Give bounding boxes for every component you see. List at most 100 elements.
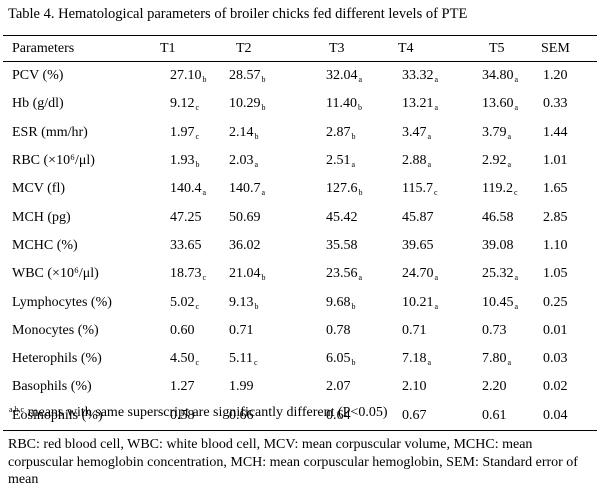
treatment-cell: 2.88a: [377, 147, 465, 175]
significance-superscript: c: [195, 103, 200, 113]
column-header: T4: [377, 35, 465, 62]
significance-superscript: c: [195, 131, 200, 141]
treatment-cell: 11.40b: [301, 90, 377, 118]
significance-superscript: a: [254, 160, 259, 170]
significance-superscript: a: [514, 301, 519, 311]
significance-superscript: b: [254, 131, 259, 141]
significance-superscript: a: [434, 103, 439, 113]
significance-superscript: a: [507, 160, 512, 170]
cell-value: 2.92: [482, 153, 507, 169]
cell-value: 10.45: [482, 294, 514, 310]
abbreviations-note: RBC: red blood cell, WBC: white blood ce…: [8, 437, 578, 487]
cell-value: 140.7: [229, 181, 261, 197]
parameter-label: Basophils (%): [12, 379, 92, 395]
table-row: MCH (pg) 47.25 50.69 45.42 45.87 46.58 2.85: [3, 203, 597, 231]
cell-value: 18.73: [170, 266, 202, 282]
cell-value: 6.05: [326, 351, 351, 367]
significance-superscript: c: [202, 273, 207, 283]
treatment-cell: 10.29b: [218, 90, 301, 118]
cell-value: 13.60: [482, 96, 514, 112]
treatment-cell: 7.18a: [377, 345, 465, 373]
cell-value: 1.10: [543, 237, 568, 253]
sem-cell: 0.33: [533, 90, 597, 118]
column-header: Parameters: [3, 35, 143, 62]
treatment-cell: 0.64: [301, 401, 377, 431]
footnote-superscript: a,b,c: [9, 405, 25, 414]
significance-superscript: a: [358, 273, 363, 283]
cell-value: 0.64: [326, 407, 351, 423]
table-row: RBC (×10⁶/μl) 1.93b 2.03a 2.51a 2.88a 2.92a 1.…: [3, 147, 597, 175]
parameter-label: MCHC (%): [12, 237, 78, 253]
significance-superscript: b: [358, 188, 363, 198]
significance-superscript: b: [202, 75, 207, 85]
treatment-cell: 21.04b: [218, 260, 301, 288]
cell-value: 5.02: [170, 294, 195, 310]
significance-superscript: b: [351, 301, 356, 311]
sem-cell: 1.05: [533, 260, 597, 288]
sem-cell: 1.44: [533, 119, 597, 147]
cell-value: 3.47: [402, 124, 427, 140]
column-header: SEM: [533, 35, 597, 62]
treatment-cell: 32.04a: [301, 62, 377, 91]
significance-superscript: a: [434, 273, 439, 283]
cell-value: 2.88: [402, 153, 427, 169]
treatment-cell: 2.03a: [218, 147, 301, 175]
cell-value: 1.20: [543, 68, 568, 84]
treatment-cell: 9.12c: [143, 90, 218, 118]
cell-value: 28.57: [229, 68, 261, 84]
treatment-cell: 39.65: [377, 232, 465, 260]
cell-value: 0.78: [326, 322, 351, 338]
cell-value: 1.97: [170, 124, 195, 140]
treatment-cell: 140.4a: [143, 175, 218, 203]
cell-value: 46.58: [482, 209, 514, 225]
cell-value: 0.71: [229, 322, 254, 338]
treatment-cell: 0.78: [301, 317, 377, 345]
treatment-cell: 39.08: [465, 232, 533, 260]
cell-value: 39.08: [482, 237, 514, 253]
treatment-cell: 140.7a: [218, 175, 301, 203]
sem-cell: 1.10: [533, 232, 597, 260]
hematology-table: Parameters T1 T2 T3 T4 T5 SEM PCV (%) 27.…: [3, 35, 597, 431]
treatment-cell: 2.20: [465, 373, 533, 401]
cell-value: 0.25: [543, 294, 568, 310]
significance-superscript: b: [261, 103, 266, 113]
cell-value: 0.58: [170, 407, 195, 423]
cell-value: 0.01: [543, 322, 568, 338]
parameter-label: PCV (%): [12, 68, 64, 84]
cell-value: 0.03: [543, 351, 568, 367]
treatment-cell: 2.51a: [301, 147, 377, 175]
treatment-cell: 3.79a: [465, 119, 533, 147]
parameter-label: RBC (×10⁶/μl): [12, 153, 95, 169]
cell-value: 4.50: [170, 351, 195, 367]
sem-cell: 0.03: [533, 345, 597, 373]
table-row: MCHC (%) 33.65 36.02 35.58 39.65 39.08 1.10: [3, 232, 597, 260]
cell-value: 21.04: [229, 266, 261, 282]
cell-value: 1.01: [543, 153, 568, 169]
footnote-text: means with same superscript are signific…: [24, 405, 388, 420]
significance-superscript: a: [427, 160, 432, 170]
significance-superscript: c: [253, 358, 258, 368]
sem-cell: 1.01: [533, 147, 597, 175]
cell-value: 2.85: [543, 209, 568, 225]
cell-value: 33.32: [402, 68, 434, 84]
cell-value: 140.4: [170, 181, 202, 197]
cell-value: 0.04: [543, 407, 568, 423]
significance-superscript: c: [433, 188, 438, 198]
column-header: T2: [218, 35, 301, 62]
treatment-cell: 1.99: [218, 373, 301, 401]
significance-superscript: c: [195, 358, 200, 368]
treatment-cell: 2.92a: [465, 147, 533, 175]
treatment-cell: 24.70a: [377, 260, 465, 288]
treatment-cell: 10.45a: [465, 288, 533, 316]
significance-superscript: b: [261, 273, 266, 283]
cell-value: 36.02: [229, 237, 261, 253]
significance-superscript: a: [427, 358, 432, 368]
table-row: Eosinophils (%) 0.58 0.66 0.64 0.67 0.61 0.04: [3, 401, 597, 431]
table-row: Heterophils (%) 4.50c 5.11c 6.05b 7.18a 7.80a…: [3, 345, 597, 373]
cell-value: 25.32: [482, 266, 514, 282]
treatment-cell: 27.10b: [143, 62, 218, 91]
cell-value: 45.87: [402, 209, 434, 225]
cell-value: 35.58: [326, 237, 358, 253]
parameter-label: Heterophils (%): [12, 351, 102, 367]
significance-superscript: a: [202, 188, 207, 198]
